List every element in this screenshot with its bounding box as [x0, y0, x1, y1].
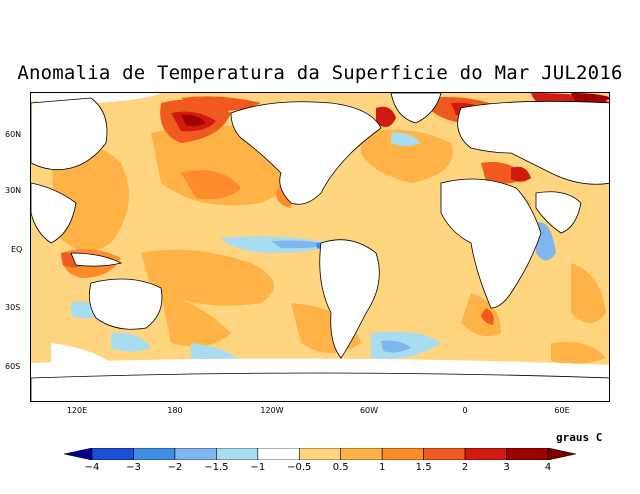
- legend-tick-label: −4: [84, 462, 100, 473]
- greenland: [390, 93, 442, 124]
- legend-swatch: [423, 448, 466, 460]
- units-label: graus C: [556, 431, 603, 444]
- land-masses: [31, 93, 609, 401]
- legend-swatch-min: [64, 448, 93, 460]
- lon-label-60e: 60E: [554, 406, 570, 415]
- legend-swatch: [506, 448, 549, 460]
- legend-tick-label: 3: [503, 462, 510, 473]
- lon-label-60w: 60W: [359, 406, 379, 415]
- legend-swatch: [298, 448, 342, 460]
- sst-anomaly-map: [30, 92, 610, 402]
- legend-swatch: [216, 448, 259, 460]
- legend-swatch: [340, 448, 383, 460]
- africa: [440, 178, 542, 309]
- legend-swatch-max: [547, 448, 576, 460]
- legend-swatch: [257, 448, 300, 460]
- lon-label-120e: 120E: [66, 406, 88, 415]
- legend-tick-label: −0.5: [287, 462, 312, 473]
- south-america: [319, 239, 380, 359]
- australia: [88, 278, 163, 330]
- lon-label-120w: 120W: [260, 406, 284, 415]
- legend-tick-label: 1: [378, 462, 386, 473]
- arabia-india: [535, 191, 582, 234]
- lat-label-30n: 30N: [5, 186, 22, 195]
- legend-tick-label: −1: [250, 462, 266, 473]
- southeast-asia: [31, 182, 77, 244]
- legend-swatch: [174, 448, 217, 460]
- lat-label-30s: 30S: [5, 303, 21, 312]
- legend-tick-label: 1.5: [415, 462, 432, 473]
- legend-tick-label: 4: [544, 462, 552, 473]
- legend-tick-label: 2: [461, 462, 469, 473]
- lon-label-180: 180: [167, 406, 183, 415]
- legend-tick-label: −1.5: [204, 462, 229, 473]
- north-america: [230, 101, 382, 205]
- lat-label-eq: EQ: [11, 245, 23, 254]
- map-title: Anomalia de Temperatura da Superficie do…: [17, 62, 623, 84]
- indonesia: [70, 252, 123, 267]
- eurasia: [457, 100, 609, 185]
- legend-swatch: [91, 448, 134, 460]
- legend-tick-label: 0.5: [332, 462, 349, 473]
- legend-tick-label: −3: [126, 462, 141, 473]
- lat-label-60n: 60N: [5, 130, 22, 139]
- color-legend: [64, 448, 576, 460]
- lon-label-0: 0: [462, 406, 468, 415]
- antarctica: [31, 372, 609, 401]
- map-canvas: [31, 93, 609, 401]
- legend-swatch: [133, 448, 176, 460]
- legend-tick-label: −2: [167, 462, 183, 473]
- legend-swatch: [464, 448, 507, 460]
- legend-swatch: [381, 448, 424, 460]
- asia-east: [31, 97, 108, 171]
- lat-label-60s: 60S: [5, 362, 21, 371]
